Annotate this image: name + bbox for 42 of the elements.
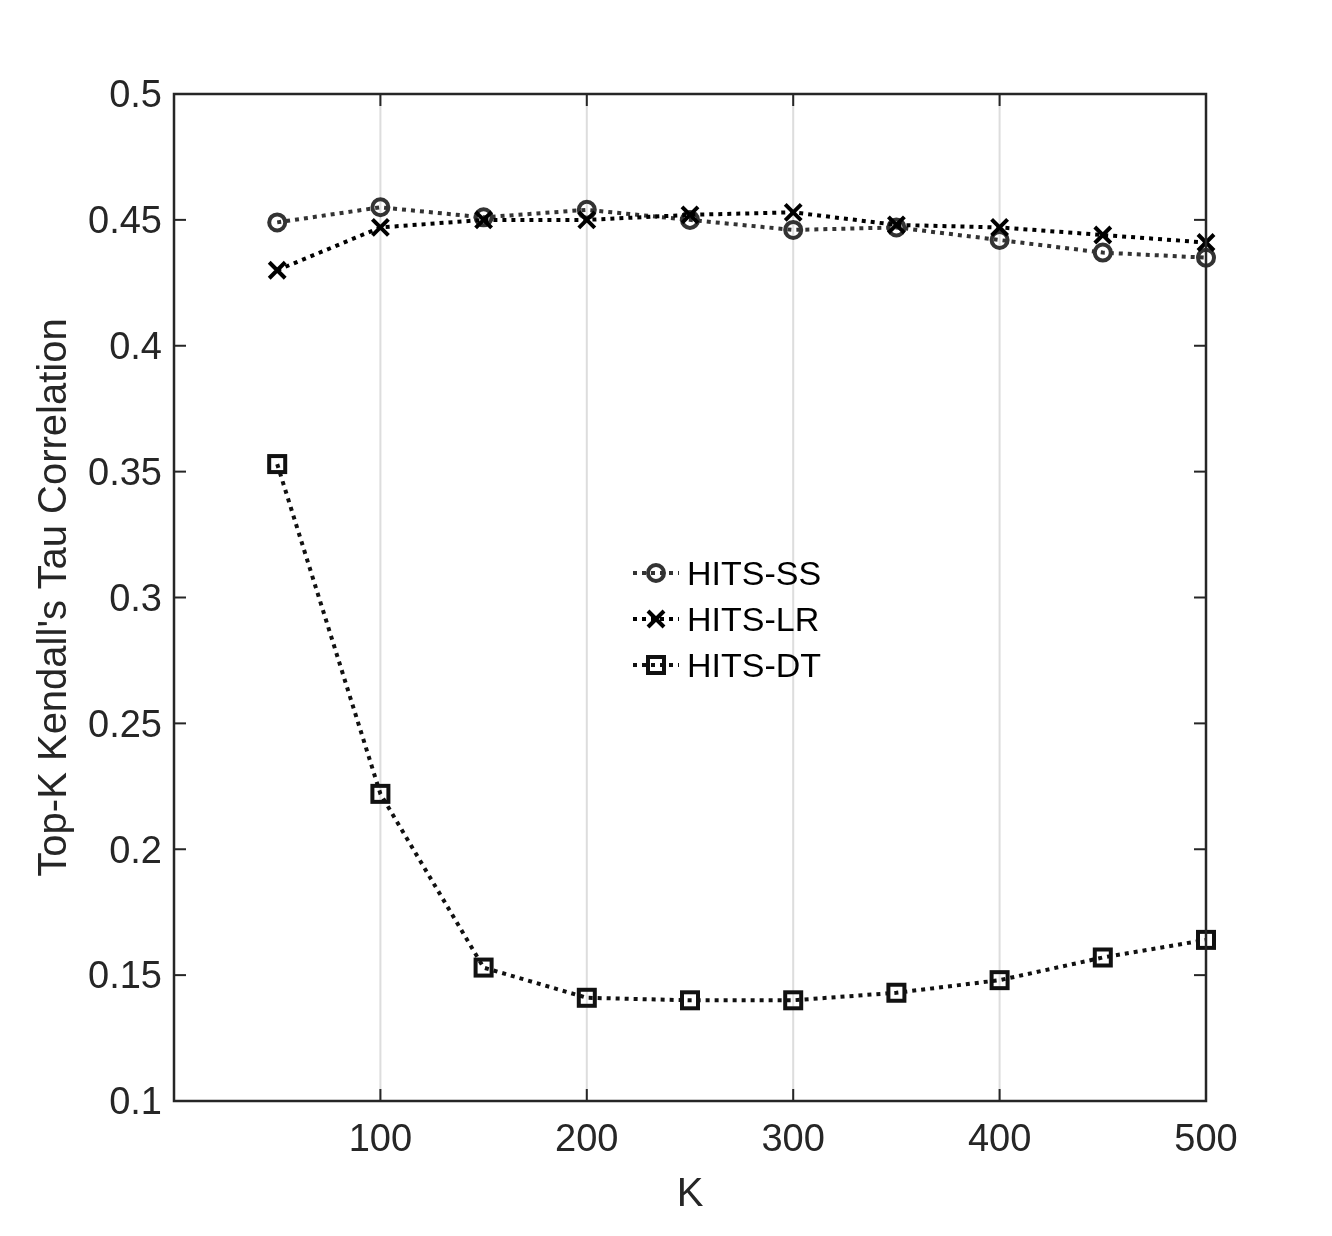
point (1196, 247, 1216, 268)
x-tick-label: 100 (348, 1117, 413, 1159)
x-tick-label: 500 (1174, 1117, 1238, 1159)
point (886, 982, 907, 1003)
point (680, 204, 700, 225)
point (267, 454, 288, 475)
point (783, 219, 804, 240)
point (473, 957, 494, 978)
point (783, 990, 804, 1011)
y-tick-label: 0.2 (109, 828, 162, 871)
y-tick-label: 0.3 (109, 576, 162, 619)
x-tick-label: 200 (555, 1117, 619, 1159)
y-axis-title: Top-K Kendall's Tau Correlation (30, 318, 74, 877)
point (1196, 929, 1216, 950)
legend-label: HITS-LR (687, 599, 820, 638)
x-tick-label: 300 (761, 1117, 825, 1159)
point (370, 197, 391, 218)
y-tick-label: 0.4 (109, 325, 162, 368)
point (989, 217, 1010, 238)
y-tick-label: 0.15 (88, 954, 162, 997)
x-tick-label: 400 (967, 1117, 1032, 1159)
x-axis-title: K (676, 1170, 704, 1214)
point (1092, 242, 1113, 263)
point (370, 217, 391, 238)
point (1092, 224, 1113, 245)
y-tick-label: 0.45 (88, 199, 162, 242)
legend-label: HITS-SS (687, 553, 822, 592)
legend-label: HITS-DT (687, 645, 822, 684)
y-tick-label: 0.5 (109, 73, 162, 116)
y-tick-label: 0.25 (88, 702, 162, 745)
point (576, 987, 597, 1008)
point (1196, 232, 1216, 253)
point (680, 990, 700, 1011)
point (267, 260, 288, 281)
point (783, 202, 804, 223)
point (989, 970, 1010, 991)
y-tick-label: 0.35 (88, 450, 162, 493)
y-tick-label: 0.1 (109, 1080, 162, 1123)
point (576, 209, 597, 230)
point (370, 783, 391, 804)
point (1092, 947, 1113, 968)
point (267, 212, 288, 233)
